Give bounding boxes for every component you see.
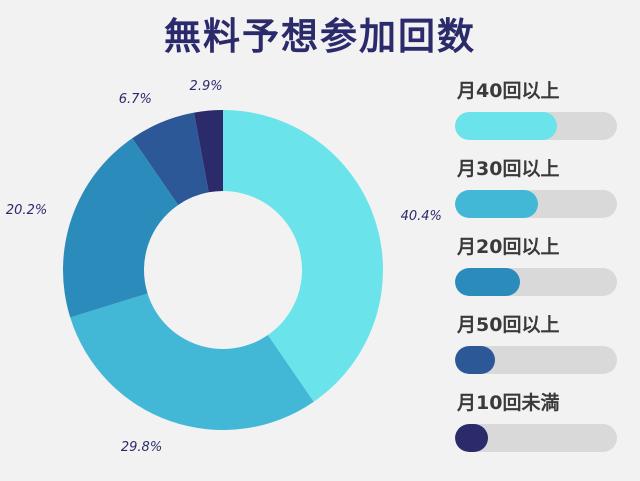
legend-label-1: 月30回以上 (457, 158, 560, 180)
slice-value-label-1: 29.8% (121, 440, 162, 455)
legend-bar-track-1 (455, 190, 617, 218)
slice-value-label-4: 2.9% (190, 79, 223, 94)
donut-slice-0 (223, 110, 384, 402)
legend-item-3: 月50回以上 (455, 306, 625, 384)
legend-bar-track-0 (455, 112, 617, 140)
legend-bar-fill-3 (455, 346, 496, 374)
donut-slice-2 (62, 138, 179, 318)
legend-label-2: 月20回以上 (457, 236, 560, 258)
legend-label-3: 月50回以上 (457, 314, 560, 336)
donut-slice-4 (194, 110, 223, 193)
legend-bar-fill-1 (455, 190, 538, 218)
legend-item-0: 月40回以上 (455, 72, 625, 150)
legend-bar-fill-2 (455, 268, 520, 296)
legend-item-4: 月10回未満 (455, 384, 625, 462)
legend-label-4: 月10回未満 (457, 392, 560, 414)
slice-value-label-3: 6.7% (119, 92, 152, 107)
legend: 月40回以上 月30回以上 月20回以上 月50回以上 月10回未満 (455, 72, 625, 462)
legend-bar-fill-0 (455, 112, 557, 140)
legend-bar-track-3 (455, 346, 617, 374)
donut-slice-1 (70, 293, 314, 430)
legend-label-0: 月40回以上 (457, 80, 560, 102)
slice-value-label-2: 20.2% (6, 203, 47, 218)
legend-item-1: 月30回以上 (455, 150, 625, 228)
legend-bar-track-2 (455, 268, 617, 296)
chart-title: 無料予想参加回数 (164, 15, 476, 58)
donut-slice-3 (132, 112, 209, 205)
legend-bar-track-4 (455, 424, 617, 452)
slice-value-label-0: 40.4% (401, 209, 442, 224)
legend-item-2: 月20回以上 (455, 228, 625, 306)
legend-bar-fill-4 (455, 424, 489, 452)
